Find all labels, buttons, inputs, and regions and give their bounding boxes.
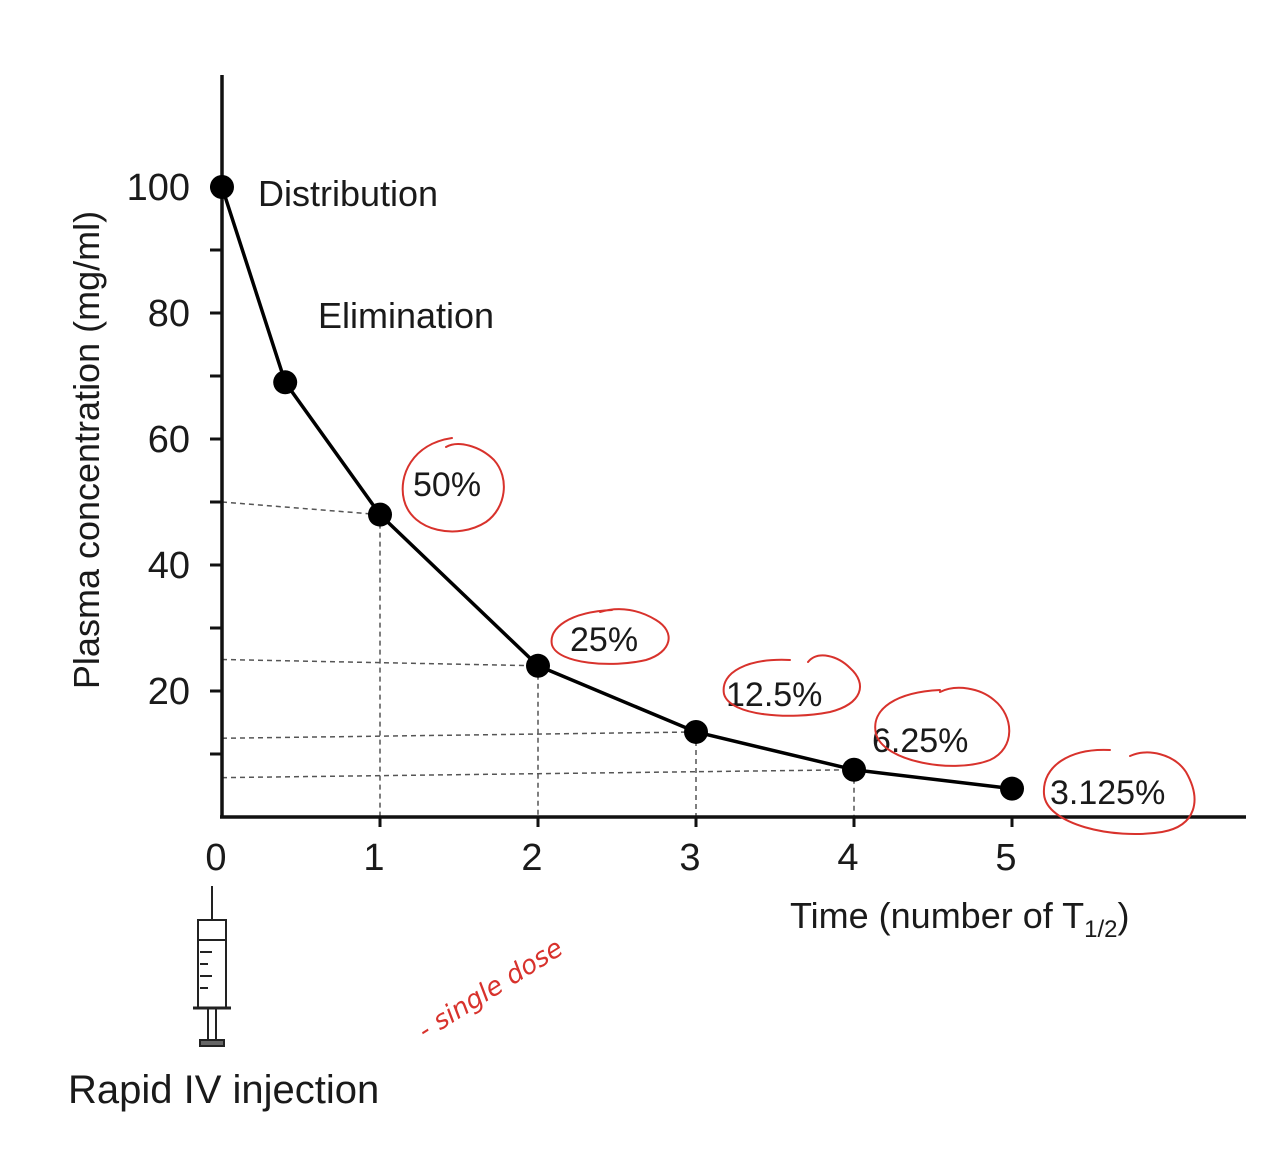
percent-label: 12.5% xyxy=(726,676,822,714)
guide-lines xyxy=(221,501,855,817)
y-ticks: 20 40 60 80 100 xyxy=(127,167,222,756)
y-tick-label: 100 xyxy=(127,167,190,209)
percent-label: 3.125% xyxy=(1050,774,1165,812)
data-point xyxy=(210,175,234,199)
circle-3-125 xyxy=(1042,748,1196,836)
percent-label: 50% xyxy=(413,466,481,504)
x-tick-label: 3 xyxy=(679,837,700,879)
x-tick-label: 4 xyxy=(837,837,858,879)
y-tick-label: 20 xyxy=(148,671,190,713)
data-point xyxy=(684,719,708,744)
injection-label: Rapid IV injection xyxy=(68,1068,379,1112)
x-tick-label: 0 xyxy=(205,837,226,879)
x-axis-title: Time (number of T1/2) xyxy=(790,895,1129,943)
data-point xyxy=(842,757,866,782)
horizontal-guide xyxy=(221,769,855,779)
percent-label: 6.25% xyxy=(872,722,968,760)
x-tick-label: 5 xyxy=(995,837,1016,879)
x-tick-label: 2 xyxy=(521,837,542,879)
data-point xyxy=(526,653,550,678)
data-point xyxy=(368,502,392,527)
x-ticks: 0 1 2 3 4 5 xyxy=(205,817,1017,879)
x-tick-label: 1 xyxy=(363,837,384,879)
circle-25 xyxy=(550,608,670,665)
percent-label: 25% xyxy=(570,621,638,659)
horizontal-guide xyxy=(221,658,539,667)
y-tick-label: 60 xyxy=(148,419,190,461)
y-axis-title: Plasma concentration (mg/ml) xyxy=(66,211,107,689)
circle-50 xyxy=(401,437,505,533)
handwritten-circles xyxy=(401,437,1196,836)
y-tick-label: 40 xyxy=(148,545,190,587)
circle-12-5 xyxy=(722,654,861,717)
data-point xyxy=(273,370,298,395)
data-points xyxy=(210,175,1024,801)
distribution-label: Distribution xyxy=(258,173,438,214)
concentration-curve xyxy=(220,186,1013,791)
handwritten-note: - single dose xyxy=(413,933,569,1046)
y-tick-label: 80 xyxy=(148,293,190,335)
syringe-icon xyxy=(193,886,231,1047)
horizontal-guide xyxy=(221,731,697,739)
circle-6-25 xyxy=(874,686,1011,767)
horizontal-guide xyxy=(221,501,381,516)
data-point xyxy=(1000,776,1024,801)
elimination-label: Elimination xyxy=(318,295,494,336)
